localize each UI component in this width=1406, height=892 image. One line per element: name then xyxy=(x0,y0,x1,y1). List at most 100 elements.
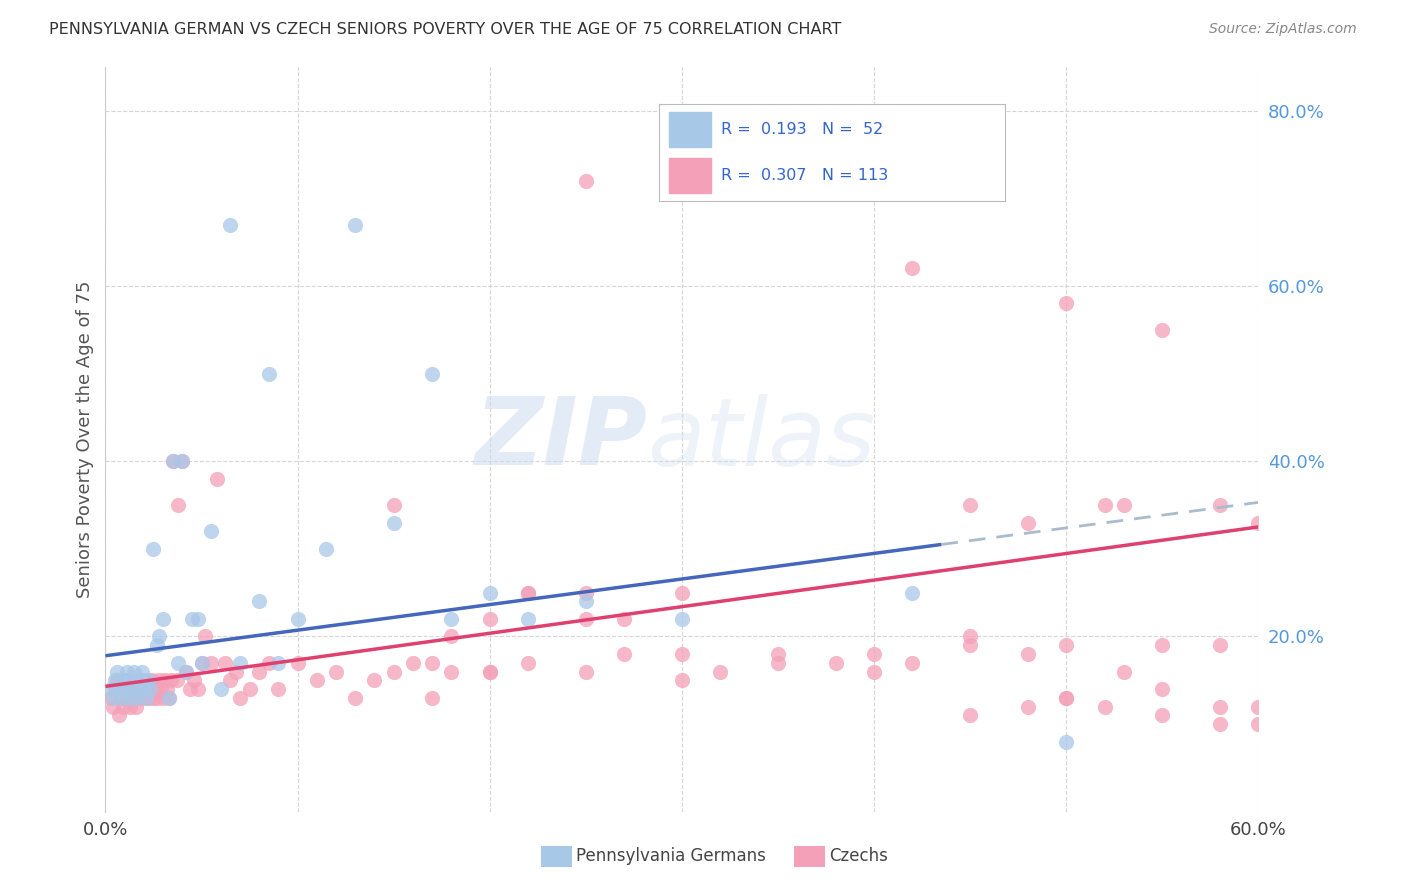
Point xyxy=(110,690,132,705)
Point xyxy=(132,681,155,696)
Point xyxy=(901,261,924,276)
Point xyxy=(142,690,165,705)
Point xyxy=(1017,699,1039,714)
Point xyxy=(136,673,159,688)
Point xyxy=(287,656,309,670)
Point xyxy=(575,174,598,188)
Point xyxy=(959,498,981,512)
Point xyxy=(125,690,148,705)
Point xyxy=(613,612,636,626)
Point xyxy=(225,665,247,679)
Point xyxy=(1247,516,1270,530)
Point xyxy=(129,673,152,688)
Point xyxy=(613,647,636,661)
Point xyxy=(344,218,367,232)
Point xyxy=(478,585,501,599)
Point xyxy=(104,673,127,688)
Point xyxy=(1209,498,1232,512)
Text: Pennsylvania Germans: Pennsylvania Germans xyxy=(576,847,766,865)
Point xyxy=(1152,323,1174,337)
Point xyxy=(671,585,693,599)
Point xyxy=(136,690,159,705)
Point xyxy=(100,681,122,696)
Point xyxy=(146,638,169,652)
Point xyxy=(575,665,598,679)
Point xyxy=(200,524,222,539)
Point xyxy=(325,665,347,679)
Text: Czechs: Czechs xyxy=(830,847,889,865)
Point xyxy=(1152,708,1174,723)
Point xyxy=(167,656,190,670)
Point xyxy=(111,699,134,714)
Point xyxy=(671,673,693,688)
Point xyxy=(382,665,405,679)
Point xyxy=(1247,717,1270,731)
Point xyxy=(166,673,188,688)
Point xyxy=(478,612,501,626)
Point xyxy=(671,647,693,661)
Point xyxy=(152,690,174,705)
Point xyxy=(1054,296,1077,310)
Point xyxy=(129,673,152,688)
Point xyxy=(138,681,160,696)
Point xyxy=(420,656,443,670)
Point xyxy=(205,472,228,486)
Text: ZIP: ZIP xyxy=(474,393,647,485)
Point xyxy=(157,690,180,705)
Point xyxy=(1054,638,1077,652)
Point xyxy=(131,665,153,679)
Point xyxy=(267,681,290,696)
Point xyxy=(146,690,169,705)
Point xyxy=(1017,516,1039,530)
Point xyxy=(101,690,124,705)
Point xyxy=(1209,717,1232,731)
Point xyxy=(257,367,280,381)
Point xyxy=(766,647,789,661)
Point xyxy=(141,673,163,688)
Point xyxy=(575,585,598,599)
Point xyxy=(150,681,173,696)
Point xyxy=(575,594,598,608)
Point xyxy=(114,681,136,696)
Point xyxy=(183,673,205,688)
Point xyxy=(180,612,204,626)
Point xyxy=(127,681,149,696)
Point xyxy=(190,656,212,670)
Point xyxy=(120,673,142,688)
Point xyxy=(420,367,443,381)
Point xyxy=(901,585,924,599)
Point xyxy=(824,656,846,670)
Point xyxy=(709,665,731,679)
Point xyxy=(110,690,132,705)
Point xyxy=(132,681,155,696)
Point xyxy=(863,647,886,661)
Point xyxy=(111,673,134,688)
Point xyxy=(315,541,337,556)
Point xyxy=(174,665,197,679)
Point xyxy=(124,665,146,679)
Point xyxy=(179,681,201,696)
Point xyxy=(229,690,252,705)
Point xyxy=(214,656,236,670)
Point xyxy=(287,612,309,626)
Y-axis label: Seniors Poverty Over the Age of 75: Seniors Poverty Over the Age of 75 xyxy=(76,281,94,598)
Point xyxy=(115,665,138,679)
Point xyxy=(219,673,242,688)
Point xyxy=(229,656,252,670)
Point xyxy=(517,585,540,599)
Point xyxy=(138,681,160,696)
Point xyxy=(148,673,170,688)
Point xyxy=(156,681,179,696)
Point xyxy=(1054,690,1077,705)
Point xyxy=(194,630,217,644)
Point xyxy=(190,656,212,670)
Point xyxy=(517,585,540,599)
Point xyxy=(305,673,328,688)
Point xyxy=(420,690,443,705)
Point xyxy=(1054,690,1077,705)
Point xyxy=(125,699,148,714)
Point xyxy=(101,699,124,714)
Point xyxy=(440,630,463,644)
Point xyxy=(382,516,405,530)
Point xyxy=(247,665,270,679)
